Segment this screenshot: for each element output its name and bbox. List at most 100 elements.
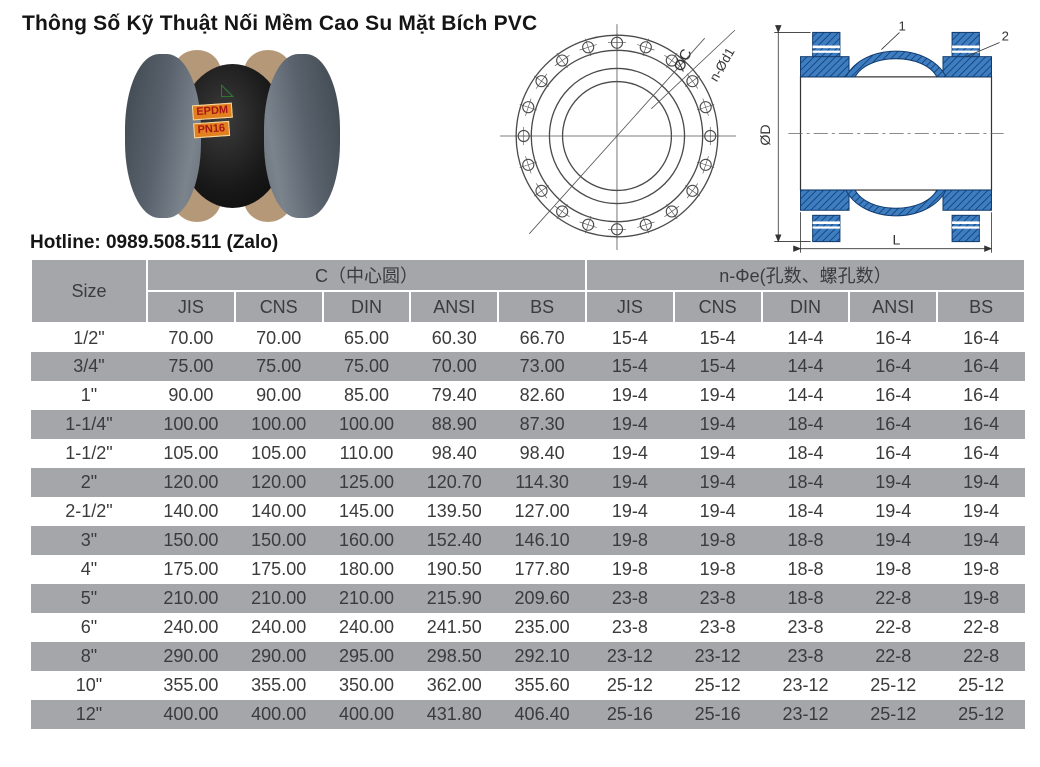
flange-left: [125, 54, 201, 218]
cell-value: 240.00: [163, 617, 219, 637]
cell-value: 19-8: [937, 584, 1025, 613]
cell-value: 150.00: [234, 526, 323, 555]
cell-value: 355.00: [251, 675, 307, 695]
cell-value: 16-4: [875, 385, 912, 405]
col-header-bs-n: BS: [936, 290, 1026, 324]
cell-value: 19-8: [585, 526, 674, 555]
col-header-din-n: DIN: [760, 290, 851, 324]
rubber-arch-bottom: [845, 189, 947, 217]
table-row: 6" 240.00 240.00 240.00 241.50 235.00 23-8 23-8…: [31, 613, 1025, 642]
table-row: 1-1/2" 105.00 105.00 110.00 98.40 98.40 19-4 19…: [31, 439, 1025, 468]
bolt-holes: [514, 33, 720, 239]
cell-value: 18-4: [761, 410, 850, 439]
dim-diameter-label: ØD: [757, 124, 773, 145]
cell-value: 75.00: [234, 352, 323, 381]
cell-value: 18-4: [761, 468, 850, 497]
cell-size: 5": [31, 584, 147, 613]
cell-size: 1-1/2": [65, 443, 113, 463]
cell-value: 406.40: [498, 700, 586, 729]
cell-value: 88.90: [410, 410, 499, 439]
cell-value: 25-12: [694, 675, 741, 695]
label-pn16: PN16: [193, 120, 230, 139]
table-row: 3/4" 75.00 75.00 75.00 70.00 73.00 15-4 15-4 14-…: [31, 352, 1025, 381]
cell-value: 209.60: [498, 584, 586, 613]
cell-value: 16-4: [963, 443, 1000, 463]
cell-value: 25-12: [849, 700, 938, 729]
cell-value: 175.00: [163, 559, 219, 579]
cell-value: 19-4: [937, 526, 1025, 555]
cell-value: 180.00: [338, 559, 395, 579]
cell-value: 140.00: [163, 501, 219, 521]
col-header-ansi-c: ANSI: [409, 290, 500, 324]
cell-size: 8": [31, 642, 147, 671]
cell-value: 19-4: [937, 468, 1025, 497]
cell-size: 1": [80, 385, 98, 405]
cell-value: 22-8: [875, 617, 912, 637]
cell-value: 210.00: [234, 584, 323, 613]
cell-value: 18-4: [787, 501, 824, 521]
cell-value: 19-4: [699, 443, 736, 463]
cell-value: 66.70: [519, 327, 565, 348]
cell-value: 18-4: [787, 443, 824, 463]
cell-value: 18-8: [787, 559, 824, 579]
cell-value: 295.00: [322, 642, 411, 671]
cell-value: 110.00: [339, 443, 394, 463]
cell-value: 120.70: [410, 468, 499, 497]
cell-value: 14-4: [787, 327, 824, 348]
hotline-text: Hotline: 0989.508.511 (Zalo): [30, 232, 279, 253]
callout-2-label: 2: [1002, 28, 1009, 43]
cell-value: 290.00: [147, 642, 235, 671]
cell-value: 90.00: [256, 385, 302, 405]
cell-value: 210.00: [322, 584, 411, 613]
cell-value: 23-8: [585, 584, 674, 613]
col-header-jis-c: JIS: [146, 290, 236, 324]
cell-value: 400.00: [322, 700, 411, 729]
table-row: 8" 290.00 290.00 295.00 298.50 292.10 23-12 23-…: [31, 642, 1025, 671]
cell-value: 350.00: [338, 675, 395, 695]
cell-size: 4": [80, 559, 98, 579]
cell-value: 73.00: [498, 352, 586, 381]
cell-value: 19-4: [611, 385, 648, 405]
cell-value: 19-4: [611, 501, 648, 521]
cell-size: 1/2": [73, 327, 105, 348]
cell-value: 19-4: [585, 410, 674, 439]
flange-front-drawing: ØC n-Ød1: [500, 24, 738, 250]
cell-value: 19-4: [673, 468, 762, 497]
cell-value: 146.10: [498, 526, 586, 555]
cell-value: 19-8: [875, 559, 912, 579]
cell-value: 19-8: [963, 559, 1000, 579]
cell-value: 16-4: [875, 327, 912, 348]
cell-value: 22-8: [849, 642, 938, 671]
cell-value: 70.00: [256, 327, 302, 348]
cell-value: 23-8: [611, 617, 648, 637]
brand-triangle-icon: ◺: [221, 80, 235, 99]
cell-value: 16-4: [875, 443, 912, 463]
cell-value: 152.40: [410, 526, 499, 555]
cell-value: 100.00: [322, 410, 411, 439]
cell-value: 16-4: [937, 410, 1025, 439]
group-header-c: C（中心圆）: [146, 258, 587, 292]
cell-value: 145.00: [338, 501, 395, 521]
cell-value: 70.00: [410, 352, 499, 381]
col-header-jis-n: JIS: [584, 290, 675, 324]
cell-value: 140.00: [251, 501, 307, 521]
cell-value: 175.00: [251, 559, 307, 579]
table-row: 3" 150.00 150.00 160.00 152.40 146.10 19-8 19-8…: [31, 526, 1025, 555]
cell-value: 23-12: [761, 700, 850, 729]
cell-value: 70.00: [168, 327, 214, 348]
cell-value: 431.80: [410, 700, 499, 729]
cell-value: 15-4: [673, 352, 762, 381]
cell-value: 98.40: [431, 443, 477, 463]
label-epdm: EPDM: [191, 102, 233, 121]
cell-value: 19-4: [673, 410, 762, 439]
cell-value: 15-4: [611, 327, 648, 348]
table-row: 1-1/4" 100.00 100.00 100.00 88.90 87.30 19-4 19…: [31, 410, 1025, 439]
cell-value: 215.90: [410, 584, 499, 613]
cell-value: 23-8: [699, 617, 736, 637]
dim-length-label: L: [892, 232, 900, 248]
flange-sections: [800, 31, 992, 243]
cross-section-drawing: ØD L 1 2: [757, 18, 1009, 253]
cell-value: 177.80: [514, 559, 570, 579]
cell-value: 75.00: [147, 352, 235, 381]
cell-value: 19-4: [963, 501, 1000, 521]
